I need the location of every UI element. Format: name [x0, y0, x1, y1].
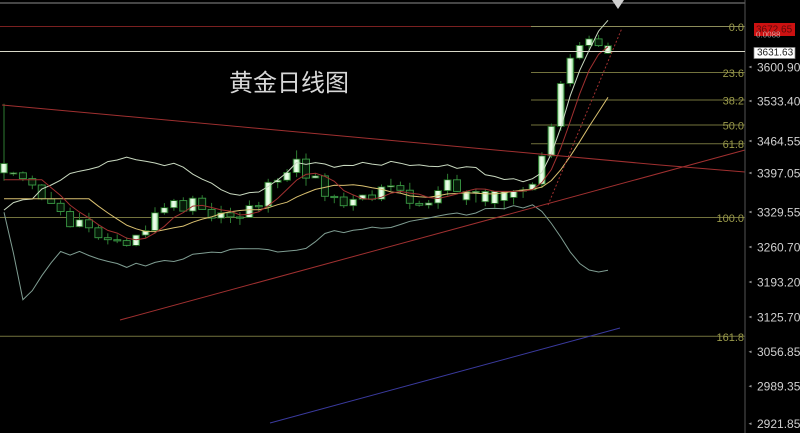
svg-text:100.0: 100.0	[716, 213, 744, 225]
svg-text:3193.20: 3193.20	[757, 275, 800, 289]
svg-text:23.6: 23.6	[723, 68, 744, 80]
svg-text:3397.05: 3397.05	[757, 166, 800, 180]
svg-text:50.0: 50.0	[723, 121, 744, 133]
svg-text:2989.35: 2989.35	[757, 380, 800, 394]
svg-text:61.8: 61.8	[723, 139, 744, 151]
svg-text:38.2: 38.2	[723, 96, 744, 108]
svg-text:3260.70: 3260.70	[757, 240, 800, 254]
svg-text:3600.90: 3600.90	[757, 60, 800, 74]
svg-text:3631.63: 3631.63	[757, 48, 794, 59]
svg-text:黄金日线图: 黄金日线图	[229, 70, 349, 97]
svg-text:3329.55: 3329.55	[757, 205, 800, 219]
svg-text:3125.70: 3125.70	[757, 310, 800, 324]
svg-text:161.8: 161.8	[716, 332, 744, 344]
svg-text:3464.55: 3464.55	[757, 134, 800, 148]
svg-text:0.0088: 0.0088	[756, 31, 781, 40]
svg-text:3533.40: 3533.40	[757, 94, 800, 108]
svg-text:3056.85: 3056.85	[757, 345, 800, 359]
svg-text:2921.85: 2921.85	[757, 417, 800, 431]
svg-text:0.0: 0.0	[729, 22, 744, 34]
